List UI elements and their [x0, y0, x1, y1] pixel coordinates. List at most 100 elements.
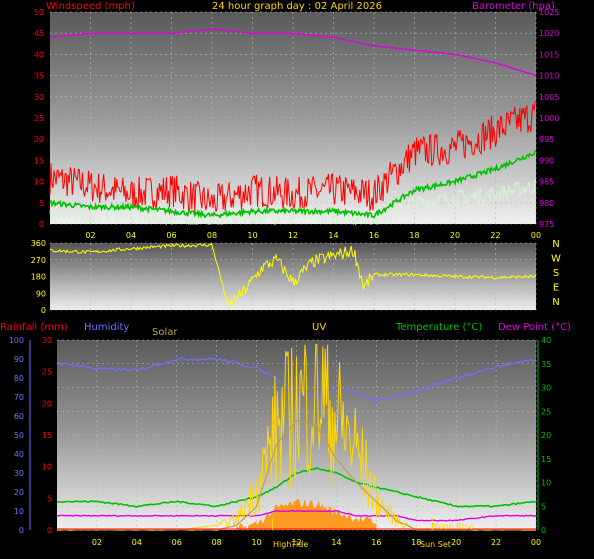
windspeed-tick-label: 20	[34, 135, 44, 144]
direction-tick-label: 360	[31, 239, 46, 248]
rain-tick-label: 30	[42, 336, 52, 345]
barometer-tick-label: 975	[539, 220, 554, 229]
solar-axis-label: Solar	[152, 327, 178, 338]
tick-labels: 0510152025303540455097598098599099510001…	[9, 8, 561, 547]
rain-tick-label: 25	[42, 368, 52, 377]
windspeed-series-line	[49, 101, 537, 214]
uv-series-line	[57, 419, 537, 532]
event-hightide: HighTide	[273, 540, 308, 549]
windspeed-tick-label: 15	[34, 156, 44, 165]
windavg-series-line	[49, 149, 537, 220]
chart-title: 24 hour graph day : 02 April 2026	[212, 1, 382, 12]
rain-tick-label: 20	[42, 399, 52, 408]
temperature-tick-label: 25	[541, 407, 551, 416]
rain-tick-label: 5	[47, 494, 52, 503]
barometer-tick-label: 990	[539, 156, 554, 165]
temperature-tick-label: 35	[541, 360, 551, 369]
wind-time-tick-label: 02	[85, 231, 95, 240]
wind-time-tick-label: 12	[288, 231, 298, 240]
temperature-tick-label: 30	[541, 384, 551, 393]
wind-time-tick-label: 22	[490, 231, 500, 240]
windspeed-tick-label: 40	[34, 50, 44, 59]
wind-time-tick-label: 06	[166, 231, 176, 240]
barometer-series-line	[49, 28, 537, 77]
humidity-tick-label: 30	[14, 469, 24, 478]
lower-time-tick-label: 20	[451, 538, 461, 547]
windspeed-axis-label: Windspeed (mph)	[46, 1, 135, 12]
wind-time-tick-label: 10	[247, 231, 257, 240]
event-moonrise: Moon Rise	[432, 522, 473, 531]
barometer-tick-label: 1010	[539, 72, 559, 81]
humidity-tick-label: 60	[14, 412, 24, 421]
humidity-tick-label: 20	[14, 488, 24, 497]
lower-time-tick-label: 14	[331, 538, 341, 547]
windspeed-tick-label: 25	[34, 114, 44, 123]
lower-time-tick-label: 16	[371, 538, 381, 547]
wind-time-tick-label: 20	[450, 231, 460, 240]
uv-axis-label: UV	[312, 322, 326, 333]
humidity-tick-label: 40	[14, 450, 24, 459]
series-layer	[49, 28, 537, 532]
barometer-tick-label: 1015	[539, 50, 559, 59]
compass-label: W	[551, 254, 561, 265]
barometer-tick-label: 1005	[539, 93, 559, 102]
direction-tick-label: 270	[31, 256, 46, 265]
wind-time-tick-label: 04	[126, 231, 136, 240]
windspeed-tick-label: 50	[34, 8, 44, 17]
compass-label: E	[553, 283, 559, 294]
direction-tick-label: 0	[41, 306, 46, 315]
windspeed-tick-label: 35	[34, 72, 44, 81]
temperature-series-line	[56, 466, 536, 508]
direction-series-line	[49, 243, 537, 307]
wind-time-tick-label: 18	[409, 231, 419, 240]
compass-label: N	[552, 239, 559, 250]
humidity-tick-label: 100	[9, 336, 24, 345]
direction-tick-label: 180	[31, 273, 46, 282]
humidity-tick-label: 10	[14, 507, 24, 516]
direction-tick-label: 90	[36, 289, 46, 298]
uv-fill-area	[236, 498, 377, 530]
barometer-tick-label: 1020	[539, 29, 559, 38]
lower-time-tick-label: 04	[132, 538, 142, 547]
barometer-axis-label: Barometer (hpa)	[472, 1, 555, 12]
compass-label: N	[552, 297, 559, 308]
wind-time-tick-label: 14	[328, 231, 338, 240]
rain-tick-label: 15	[42, 431, 52, 440]
windspeed-tick-label: 30	[34, 93, 44, 102]
temperature-tick-label: 40	[541, 336, 551, 345]
temperature-tick-label: 5	[541, 502, 546, 511]
humidity-tick-label: 50	[14, 431, 24, 440]
temperature-tick-label: 0	[541, 526, 546, 535]
lower-time-tick-label: 10	[251, 538, 261, 547]
humidity-tick-label: 0	[19, 526, 24, 535]
wind-time-tick-label: 08	[207, 231, 217, 240]
compass-label: S	[553, 268, 559, 279]
rain-tick-label: 10	[42, 463, 52, 472]
humidity-tick-label: 90	[14, 355, 24, 364]
rain-tick-label: 0	[47, 526, 52, 535]
barometer-tick-label: 985	[539, 178, 554, 187]
windspeed-tick-label: 10	[34, 178, 44, 187]
lower-time-tick-label: 08	[212, 538, 222, 547]
lower-time-tick-label: 02	[92, 538, 102, 547]
temperature-axis-label: Temperature (°C)	[395, 322, 482, 333]
dewpoint-axis-label: Dew Point (°C)	[498, 322, 571, 333]
windspeed-tick-label: 45	[34, 29, 44, 38]
barometer-tick-label: 995	[539, 135, 554, 144]
barometer-tick-label: 1025	[539, 8, 559, 17]
lower-time-tick-label: 00	[531, 538, 541, 547]
lower-time-tick-label: 18	[411, 538, 421, 547]
humidity-axis-label: Humidity	[84, 322, 129, 333]
barometer-tick-label: 1000	[539, 114, 559, 123]
wind-time-tick-label: 00	[531, 231, 541, 240]
temperature-tick-label: 10	[541, 479, 551, 488]
windspeed-tick-label: 5	[39, 199, 44, 208]
humidity-tick-label: 70	[14, 393, 24, 402]
rainfall-axis-label: Rainfall (mm)	[0, 322, 68, 333]
humidity-tick-label: 80	[14, 374, 24, 383]
lower-time-tick-label: 06	[172, 538, 182, 547]
lower-time-tick-label: 22	[491, 538, 501, 547]
event-sunset: Sun Set	[420, 540, 451, 549]
